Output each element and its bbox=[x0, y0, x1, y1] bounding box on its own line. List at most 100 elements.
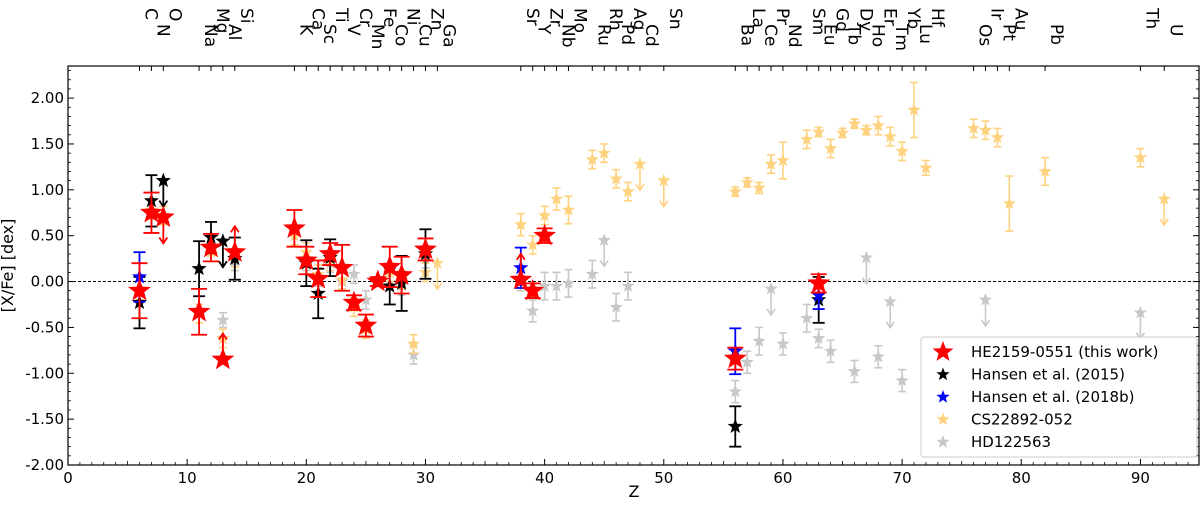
legend-label: Hansen et al. (2015) bbox=[971, 366, 1125, 384]
data-point-star bbox=[966, 121, 981, 135]
data-point-star bbox=[847, 116, 862, 130]
element-label: Sm bbox=[808, 8, 828, 35]
limit-arrow-head bbox=[158, 236, 169, 245]
y-tick-label: 2.00 bbox=[31, 89, 64, 107]
legend-marker-star bbox=[936, 412, 950, 426]
legend-item: HE2159-0551 (this work) bbox=[932, 341, 1158, 361]
element-label: Ti bbox=[331, 7, 351, 23]
element-label: Si bbox=[236, 8, 256, 24]
data-point-star bbox=[919, 160, 933, 174]
legend-marker-star bbox=[936, 435, 950, 448]
x-tick-label: 40 bbox=[535, 469, 554, 487]
data-point-star bbox=[800, 311, 814, 324]
limit-arrow-head bbox=[885, 321, 895, 330]
element-label: Cd bbox=[641, 24, 661, 47]
data-point-star bbox=[812, 331, 826, 345]
limit-arrow-head bbox=[766, 308, 776, 317]
element-label: Ru bbox=[593, 24, 613, 46]
y-tick-label: -1.50 bbox=[25, 410, 64, 428]
legend-label: CS22892-052 bbox=[971, 411, 1073, 429]
data-point-star bbox=[1038, 164, 1052, 178]
data-point-star bbox=[871, 349, 885, 363]
limit-arrow-head bbox=[635, 183, 645, 192]
legend-label: Hansen et al. (2018b) bbox=[971, 388, 1134, 406]
element-label: Hf bbox=[927, 8, 947, 28]
data-point-star bbox=[978, 292, 993, 306]
element-label: Al bbox=[224, 24, 244, 40]
x-tick-label: 20 bbox=[297, 469, 316, 487]
element-label: Zr bbox=[546, 8, 566, 27]
element-label: Zn bbox=[427, 8, 447, 30]
limit-arrow-head bbox=[432, 282, 443, 291]
element-label: Ir bbox=[987, 8, 1007, 20]
data-point-star bbox=[812, 125, 826, 138]
element-label: Os bbox=[975, 24, 995, 46]
data-point-star bbox=[359, 292, 373, 306]
data-point-star bbox=[728, 184, 742, 198]
legend-marker-star bbox=[932, 341, 954, 361]
legend-item: HD122563 bbox=[936, 433, 1051, 451]
data-point-star bbox=[859, 250, 874, 264]
limit-arrow-head bbox=[516, 252, 526, 261]
legend-box bbox=[920, 336, 1198, 458]
x-tick-label: 30 bbox=[416, 469, 435, 487]
data-point-star bbox=[1002, 196, 1016, 210]
data-point-star bbox=[807, 271, 831, 294]
y-tick-label: 0.00 bbox=[31, 273, 64, 291]
x-tick-label: 60 bbox=[773, 469, 792, 487]
data-point-star bbox=[128, 278, 151, 301]
data-point-star bbox=[318, 242, 342, 264]
limit-arrow-head bbox=[1159, 218, 1169, 227]
data-point-star bbox=[406, 336, 421, 350]
data-point-star bbox=[390, 263, 414, 285]
element-label: Y bbox=[534, 23, 554, 35]
data-point-star bbox=[1133, 150, 1148, 164]
data-point-star bbox=[330, 255, 354, 278]
legend-item: Hansen et al. (2018b) bbox=[936, 388, 1134, 406]
x-tick-label: 10 bbox=[178, 469, 197, 487]
data-point-star bbox=[187, 299, 211, 322]
data-point-star bbox=[533, 223, 557, 246]
data-point-star bbox=[823, 141, 838, 155]
legend-label: HE2159-0551 (this work) bbox=[971, 343, 1158, 361]
data-point-star bbox=[1157, 192, 1171, 205]
element-label: U bbox=[1165, 24, 1185, 36]
element-label: Nb bbox=[558, 24, 578, 48]
data-point-star bbox=[199, 235, 223, 258]
element-label: O bbox=[164, 8, 184, 21]
element-label: Th bbox=[1141, 7, 1161, 29]
x-tick-label: 70 bbox=[893, 469, 912, 487]
data-point-star bbox=[609, 171, 623, 185]
y-tick-label: 1.50 bbox=[31, 135, 64, 153]
limit-arrow-head bbox=[980, 319, 991, 328]
element-label: Ca bbox=[307, 8, 327, 30]
data-point-star bbox=[835, 125, 850, 139]
legend-marker-star bbox=[936, 367, 950, 381]
data-point-star bbox=[215, 233, 231, 248]
data-point-star bbox=[907, 103, 921, 116]
data-point-star bbox=[859, 123, 874, 136]
data-point-star bbox=[800, 132, 814, 146]
data-point-star bbox=[526, 303, 540, 317]
data-point-star bbox=[597, 233, 611, 246]
data-point-star bbox=[776, 336, 790, 350]
data-point-star bbox=[752, 334, 766, 347]
data-point-star bbox=[883, 129, 897, 143]
element-label: Pb bbox=[1046, 24, 1066, 45]
data-point-star bbox=[657, 173, 671, 187]
element-label: Mn bbox=[367, 24, 387, 49]
element-label: Er bbox=[879, 8, 899, 26]
limit-arrow-head bbox=[218, 260, 228, 269]
limit-arrow-head bbox=[659, 200, 669, 209]
data-point-star bbox=[764, 157, 778, 170]
element-label: Dy bbox=[855, 8, 875, 31]
data-point-star bbox=[728, 384, 742, 398]
data-point-star bbox=[366, 269, 390, 292]
data-point-star bbox=[549, 192, 564, 205]
element-label: Tb bbox=[844, 23, 864, 45]
data-point-star bbox=[514, 217, 528, 231]
element-label: Pd bbox=[617, 24, 637, 45]
y-axis-title: [X/Fe] [dex] bbox=[0, 219, 17, 313]
y-tick-label: -2.00 bbox=[25, 456, 64, 474]
